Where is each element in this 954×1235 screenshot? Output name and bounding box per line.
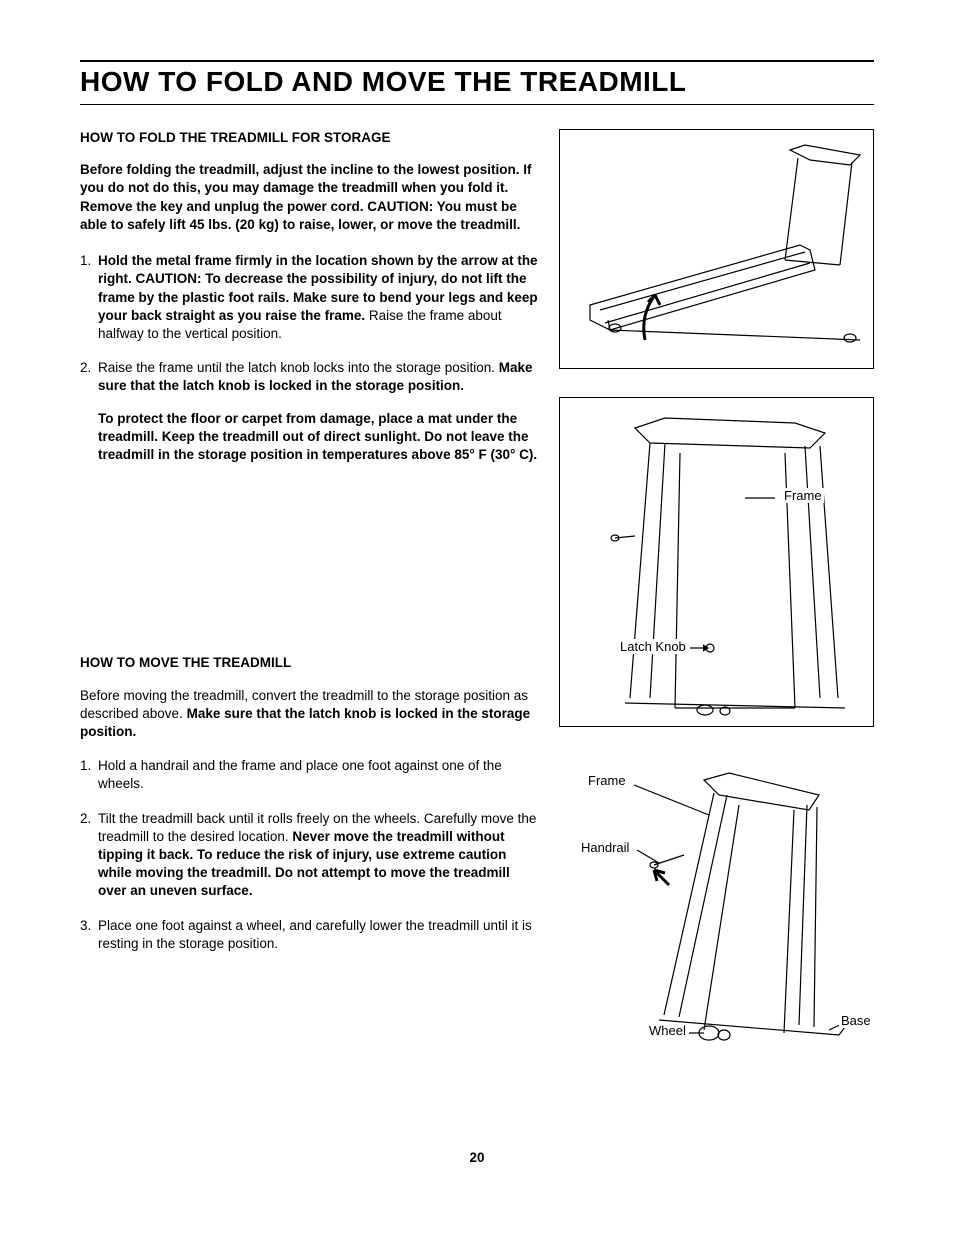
section1-step1: 1. Hold the metal frame firmly in the lo… [80,252,539,343]
figure-2: Frame Latch Knob [559,397,874,727]
label-wheel: Wheel [647,1023,688,1038]
step2-pre: Raise the frame until the latch knob loc… [98,360,499,375]
section2: HOW TO MOVE THE TREADMILL Before moving … [80,654,539,953]
content-area: HOW TO FOLD THE TREADMILL FOR STORAGE Be… [80,129,874,1070]
section2-steps: 1. Hold a handrail and the frame and pla… [80,757,539,953]
label-latch-knob: Latch Knob [618,639,688,654]
section2-step3: 3. Place one foot against a wheel, and c… [80,917,539,953]
section2-intro: Before moving the treadmill, convert the… [80,687,539,742]
section2-step1: 1. Hold a handrail and the frame and pla… [80,757,539,793]
treadmill-upright-diagram [560,398,875,728]
label-frame: Frame [586,773,628,788]
section1-heading: HOW TO FOLD THE TREADMILL FOR STORAGE [80,129,539,147]
step-number: 3. [80,917,98,953]
step-number: 1. [80,252,98,343]
figure-3: Frame Handrail Wheel Base [559,755,874,1070]
section1-steps: 1. Hold the metal frame firmly in the lo… [80,252,539,464]
page-number: 20 [80,1150,874,1165]
step2-para2: To protect the floor or carpet from dama… [98,411,537,462]
treadmill-move-diagram [559,755,874,1070]
step-number: 2. [80,810,98,901]
label-handrail: Handrail [579,840,631,855]
step-number: 2. [80,359,98,464]
treadmill-fold-diagram [560,130,875,370]
section1-intro: Before folding the treadmill, adjust the… [80,161,539,234]
label-frame: Frame [782,488,824,503]
page-title: HOW TO FOLD AND MOVE THE TREADMILL [80,60,874,105]
image-column: Frame Latch Knob [559,129,874,1070]
step-number: 1. [80,757,98,793]
section2-step2: 2. Tilt the treadmill back until it roll… [80,810,539,901]
text-column: HOW TO FOLD THE TREADMILL FOR STORAGE Be… [80,129,539,1070]
section2-heading: HOW TO MOVE THE TREADMILL [80,654,539,672]
section1-step2: 2. Raise the frame until the latch knob … [80,359,539,464]
label-base: Base [839,1013,873,1028]
figure-1 [559,129,874,369]
